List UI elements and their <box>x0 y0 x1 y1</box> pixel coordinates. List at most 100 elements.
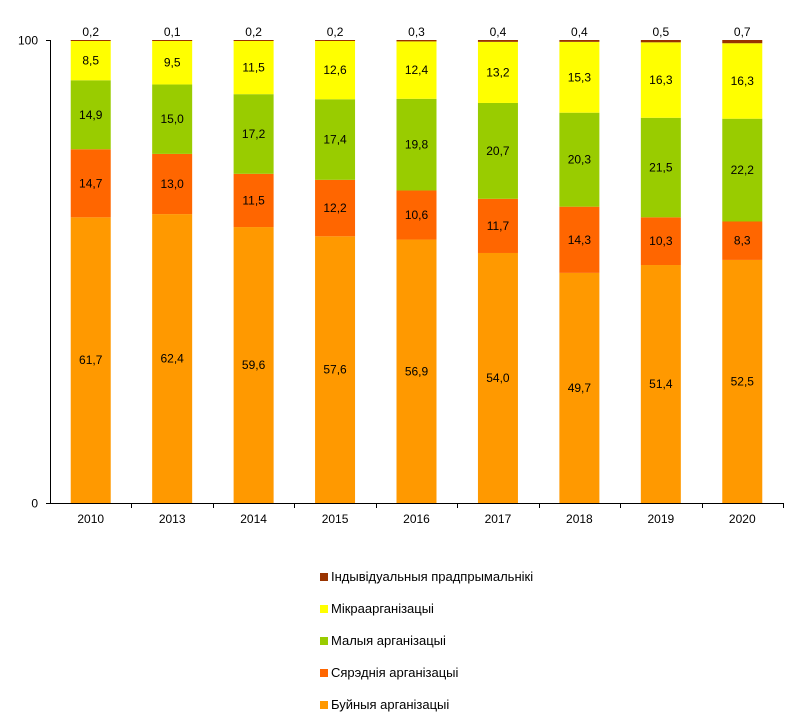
bar-segment <box>640 40 681 43</box>
data-label: 15,0 <box>160 112 184 126</box>
data-label: 11,5 <box>242 193 265 207</box>
y-tick-label: 100 <box>18 34 38 48</box>
legend-label: Буйныя арганізацыі <box>331 696 450 712</box>
bar-segment <box>722 43 763 119</box>
data-label: 52,5 <box>731 374 755 388</box>
data-label: 9,5 <box>164 55 181 69</box>
legend-label: Мікраарганізацыі <box>331 600 434 616</box>
bar-segment <box>477 252 518 503</box>
bar-segment <box>233 40 274 41</box>
data-label: 0,7 <box>734 25 751 39</box>
y-tick-label: 0 <box>31 497 38 511</box>
data-label: 8,3 <box>734 234 751 248</box>
bar-segment <box>722 118 763 222</box>
bar-segment <box>722 221 763 260</box>
bar-segment <box>315 99 356 180</box>
data-label: 59,6 <box>242 358 266 372</box>
legend-swatch <box>320 668 328 677</box>
x-tick-label: 2019 <box>647 512 674 526</box>
bar-segment <box>640 265 681 503</box>
bar-segment <box>396 40 437 42</box>
bar-segment <box>559 112 600 207</box>
legend-label: Малыя арганізацыі <box>331 632 446 648</box>
data-label: 11,7 <box>487 219 510 233</box>
legend-label: Індывідуальныя прадпрымальнікі <box>331 568 534 584</box>
bar-segment <box>152 40 193 41</box>
data-label: 62,4 <box>160 352 184 366</box>
bar-segment <box>152 214 193 503</box>
bar-segment <box>477 198 518 253</box>
bar-segment <box>315 40 356 100</box>
bar-segment <box>315 179 356 237</box>
legend-swatch <box>320 572 328 581</box>
bar-segment <box>640 217 681 266</box>
data-label: 0,4 <box>571 25 588 39</box>
bar-segment <box>233 173 274 228</box>
data-labels-group: 61,7 14,7 14,9 8,5 0,2 62,4 13,0 15,0 9,5 0,1 59,6… <box>79 25 754 395</box>
legend-swatch <box>320 700 328 709</box>
data-label: 0,2 <box>82 25 99 39</box>
data-label: 22,2 <box>731 163 755 177</box>
legend-swatch <box>320 636 328 645</box>
bar-segment <box>640 42 681 118</box>
data-label: 11,5 <box>242 61 265 75</box>
bar-segment <box>722 40 763 44</box>
data-label: 21,5 <box>649 161 673 175</box>
bar-segment <box>233 40 274 95</box>
bar-segment <box>396 239 437 504</box>
data-label: 16,3 <box>649 73 673 87</box>
legend-item-individual-entrepreneurs: Індывідуальныя прадпрымальнікі <box>320 560 533 592</box>
data-label: 14,3 <box>568 233 592 247</box>
bar-segment <box>477 102 518 199</box>
bar-segment <box>559 40 600 42</box>
x-tick-label: 2016 <box>403 512 430 526</box>
data-label: 54,0 <box>486 371 510 385</box>
x-tick-label: 2018 <box>566 512 593 526</box>
bar-segment <box>70 80 111 150</box>
data-label: 61,7 <box>79 353 103 367</box>
legend-item-medium: Сярэднія арганізацыі <box>320 656 533 688</box>
data-label: 13,2 <box>486 65 510 79</box>
bar-segment <box>233 227 274 503</box>
x-tick-label: 2014 <box>240 512 267 526</box>
bar-segment <box>559 206 600 273</box>
data-label: 0,1 <box>164 25 181 39</box>
data-label: 0,2 <box>327 25 344 39</box>
data-label: 10,6 <box>405 208 429 222</box>
bar-segment <box>152 40 193 85</box>
x-tick-label: 2010 <box>77 512 104 526</box>
data-label: 17,2 <box>242 127 266 141</box>
data-label: 0,4 <box>490 25 507 39</box>
data-label: 8,5 <box>82 54 99 68</box>
bar-segment <box>315 236 356 503</box>
data-label: 15,3 <box>568 70 592 84</box>
data-label: 12,6 <box>323 63 347 77</box>
bar-segment <box>640 117 681 218</box>
bar-segment <box>396 98 437 191</box>
data-label: 57,6 <box>323 363 347 377</box>
data-label: 12,2 <box>323 201 347 215</box>
data-label: 51,4 <box>649 377 673 391</box>
x-ticks-group: 2010 2013 2014 2015 2016 2017 2018 2019 2020 <box>77 503 784 526</box>
x-tick-label: 2013 <box>159 512 186 526</box>
data-label: 14,7 <box>79 176 103 190</box>
bar-segment <box>233 94 274 174</box>
bar-segment <box>70 40 111 41</box>
bar-segment <box>70 40 111 81</box>
data-label: 13,0 <box>160 177 184 191</box>
bar-segment <box>559 272 600 503</box>
legend-swatch <box>320 604 328 613</box>
bar-segment <box>477 41 518 103</box>
bar-segment <box>70 149 111 218</box>
data-label: 12,4 <box>405 63 429 77</box>
bar-segment <box>152 153 193 215</box>
data-label: 10,3 <box>649 234 673 248</box>
data-label: 16,3 <box>731 74 755 88</box>
bar-segment <box>315 40 356 41</box>
x-tick-label: 2015 <box>322 512 349 526</box>
x-tick-label: 2020 <box>729 512 756 526</box>
legend-item-micro: Мікраарганізацыі <box>320 592 533 624</box>
bar-segment <box>70 217 111 504</box>
data-label: 14,9 <box>79 108 103 122</box>
